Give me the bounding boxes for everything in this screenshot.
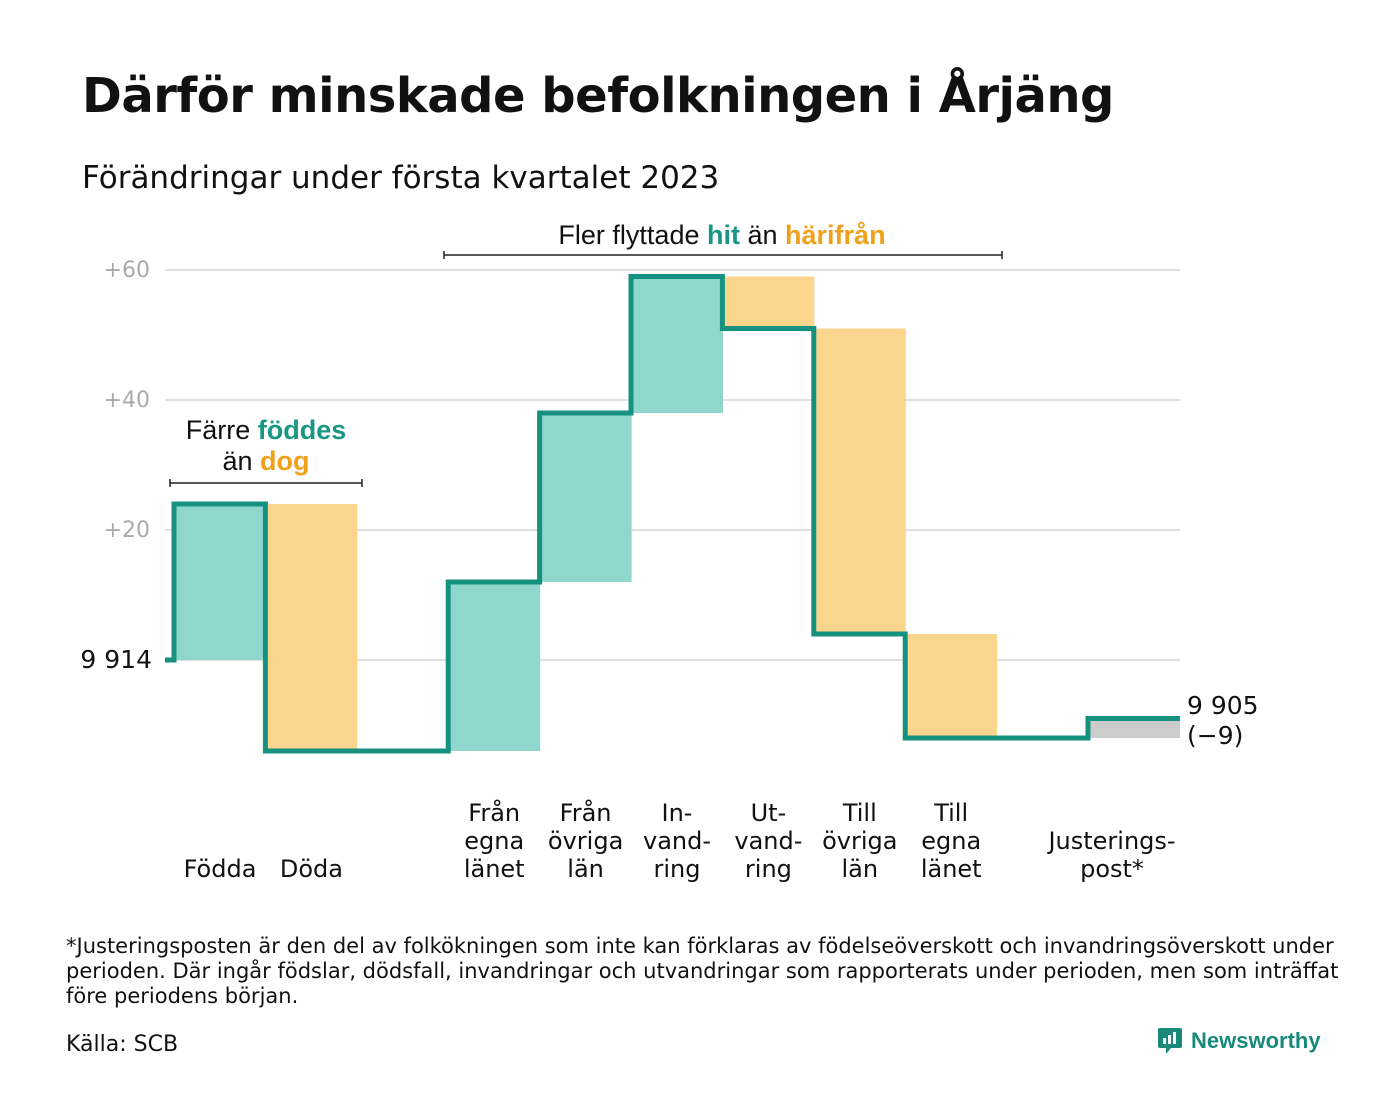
bar-chart-speech-bubble-icon — [1158, 1028, 1182, 1054]
brand-name: Newsworthy — [1191, 1028, 1321, 1053]
category-label: län — [567, 855, 604, 883]
category-label: länet — [464, 855, 525, 883]
cumulative-step-line — [165, 274, 1180, 754]
category-label: vand- — [643, 827, 711, 855]
bar-tillövrigalän — [813, 328, 906, 634]
bar-utvandring — [722, 276, 815, 329]
category-label: Till — [842, 799, 877, 827]
category-label: övriga — [548, 827, 623, 855]
bar-justeringspost — [1088, 718, 1180, 738]
chart-subtitle: Förändringar under första kvartalet 2023 — [82, 160, 720, 196]
brand-logo: Newsworthy — [1157, 1026, 1321, 1056]
category-label: Ut- — [751, 799, 787, 827]
category-label: Från — [560, 798, 612, 827]
y-tick-label: +20 — [104, 518, 150, 543]
category-label: Födda — [184, 855, 257, 883]
category-label: övriga — [822, 827, 897, 855]
start-value-label: 9 914 — [80, 645, 152, 674]
bar-döda — [265, 504, 358, 751]
bar-invandring — [631, 276, 723, 413]
category-label: län — [842, 855, 879, 883]
category-label: egna — [464, 827, 524, 855]
category-label: Justerings- — [1046, 827, 1175, 855]
y-tick-label: +40 — [104, 388, 150, 413]
annotation-right-bracket — [443, 251, 1003, 259]
bar-frånövrigalän — [539, 413, 632, 582]
category-label: vand- — [734, 827, 802, 855]
annotation-right: Fler flyttade hit än härifrån — [558, 220, 885, 250]
footnote: *Justeringsposten är den del av folkökni… — [66, 934, 1339, 1008]
annotation-left-line2: än dog — [222, 446, 309, 476]
annotation-left-line1: Färre föddes — [186, 415, 347, 445]
category-label: länet — [921, 855, 982, 883]
category-label: In- — [662, 799, 693, 827]
category-label: ring — [654, 855, 701, 883]
y-tick-label: +60 — [104, 258, 150, 283]
bar-födda — [174, 504, 266, 660]
bar-frånegnalänet — [448, 582, 541, 751]
category-label: ring — [745, 855, 792, 883]
source-label: Källa: SCB — [66, 1032, 179, 1057]
category-label: Döda — [280, 855, 343, 883]
end-value-label: 9 905 — [1187, 691, 1259, 720]
category-label: post* — [1080, 855, 1144, 883]
annotation-left-bracket — [169, 479, 363, 487]
end-change-label: (−9) — [1187, 721, 1243, 750]
category-label: Från — [468, 798, 520, 827]
category-label: egna — [921, 827, 981, 855]
chart-title: Därför minskade befolkningen i Årjäng — [82, 68, 1114, 124]
category-label: Till — [933, 799, 968, 827]
bar-tillegnalänet — [905, 634, 998, 738]
